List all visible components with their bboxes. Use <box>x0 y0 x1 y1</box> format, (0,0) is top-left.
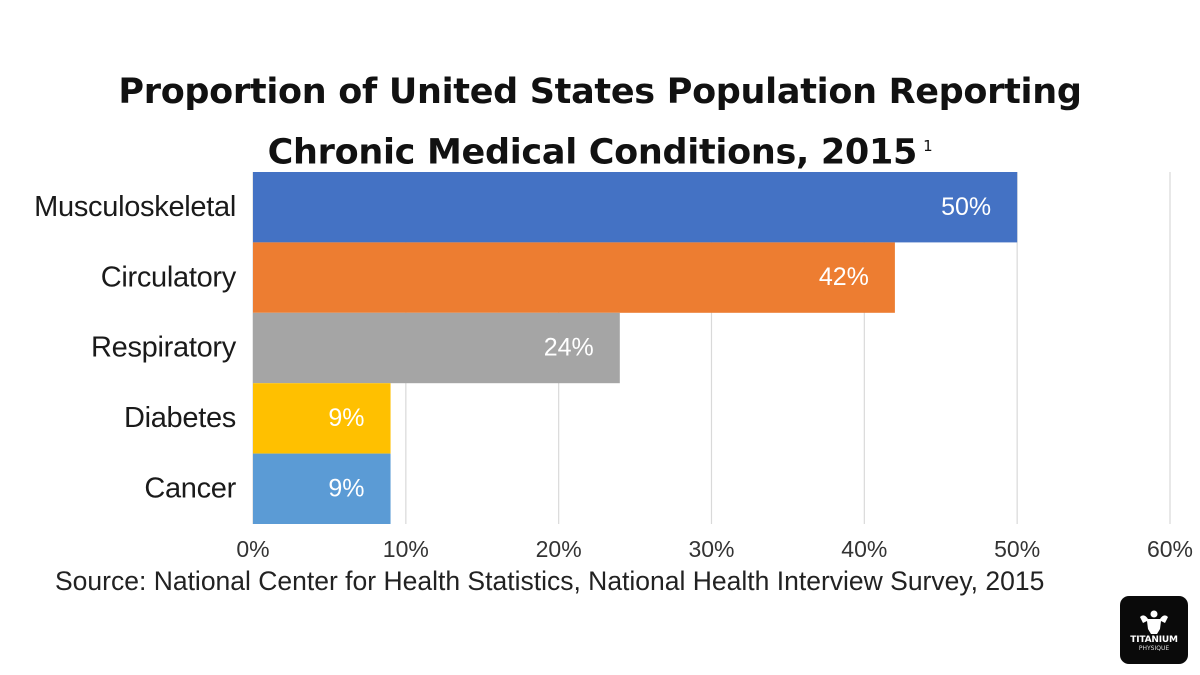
x-tick-label-0: 0% <box>236 536 269 562</box>
x-tick-label-40: 40% <box>841 536 887 562</box>
bar-musculoskeletal <box>253 172 1018 243</box>
bar-cancer <box>253 453 391 524</box>
category-label-diabetes: Diabetes <box>124 402 236 434</box>
titanium-physique-logo: TITANIUM PHYSIQUE <box>1120 596 1188 664</box>
x-tick-label-10: 10% <box>383 536 429 562</box>
category-label-musculoskeletal: Musculoskeletal <box>34 191 236 223</box>
bodybuilder-icon <box>1140 610 1168 634</box>
x-tick-label-50: 50% <box>994 536 1040 562</box>
logo-text: TITANIUM <box>1130 634 1178 645</box>
category-label-cancer: Cancer <box>144 472 236 504</box>
data-label-musculoskeletal: 50% <box>941 193 991 221</box>
bar-diabetes <box>253 383 391 454</box>
footnote-marker: 1 <box>923 137 933 155</box>
category-label-circulatory: Circulatory <box>101 261 237 293</box>
data-label-cancer: 9% <box>328 474 364 502</box>
x-tick-label-20: 20% <box>536 536 582 562</box>
data-label-diabetes: 9% <box>328 404 364 432</box>
x-tick-label-30: 30% <box>688 536 734 562</box>
bar-respiratory <box>253 312 620 384</box>
category-label-respiratory: Respiratory <box>91 332 237 364</box>
data-label-respiratory: 24% <box>544 334 594 362</box>
chart-title-line1: Proportion of United States Population R… <box>118 72 1082 112</box>
x-tick-label-60: 60% <box>1147 536 1193 562</box>
source-note: Source: National Center for Health Stati… <box>55 566 1045 596</box>
bar-circulatory <box>253 242 895 313</box>
chart-title-line2: Chronic Medical Conditions, 2015 1 <box>267 132 933 173</box>
data-label-circulatory: 42% <box>819 263 869 291</box>
logo-subtext: PHYSIQUE <box>1138 644 1170 652</box>
